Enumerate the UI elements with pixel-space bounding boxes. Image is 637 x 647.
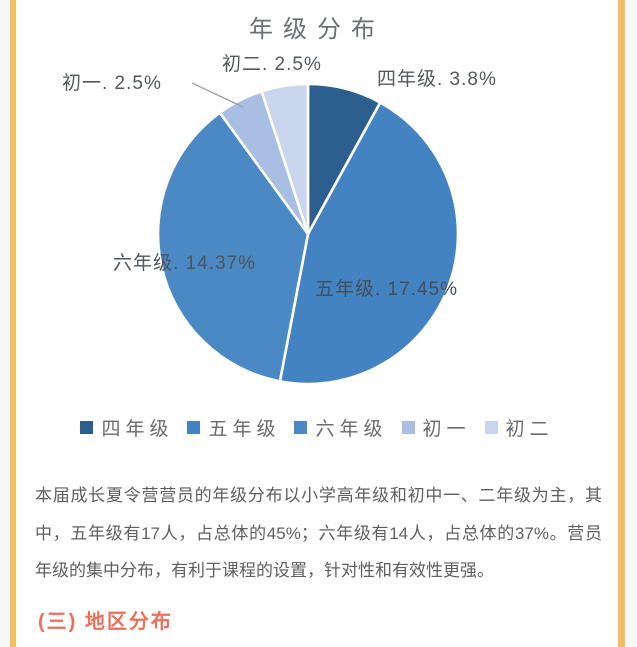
legend-swatch-icon (401, 421, 415, 434)
legend-swatch-icon (294, 421, 308, 434)
chart-legend: 四年级 五年级 六年级 初一 初二 (16, 414, 618, 441)
pie-label-grade4: 四年级. 3.8% (377, 69, 497, 90)
legend-item-初一: 初一 (401, 414, 471, 441)
legend-label: 初二 (505, 419, 554, 440)
pie-label-grade5: 五年级. 17.45% (315, 279, 458, 300)
legend-label: 六年级 (315, 419, 388, 440)
legend-label: 初一 (422, 419, 471, 440)
paragraph-line: 本届成长夏令营营员的年级分布以小学高年级和初中一、二年级为主，其 (35, 486, 602, 505)
pie-slice-初二 (260, 82, 310, 236)
legend-item-初二: 初二 (484, 414, 554, 441)
paragraph-line: 年级的集中分布，有利于课程的设置，针对性和有效性更强。 (35, 561, 494, 580)
pie-chart (156, 82, 460, 386)
legend-item-六年级: 六年级 (294, 414, 387, 441)
legend-label: 五年级 (208, 419, 281, 440)
legend-swatch-icon (80, 421, 94, 434)
article-card: 年级分布 初二. 2.5% 初一. 2.5% 四年级. 3.8% 六年级. 14… (10, 0, 625, 647)
pie-label-chuer: 初二. 2.5% (222, 54, 322, 75)
chart-title: 年级分布 (249, 16, 385, 43)
pie-label-grade6: 六年级. 14.37% (113, 253, 256, 274)
pie-slice-五年级 (278, 101, 460, 386)
section-heading: (三) 地区分布 (38, 611, 173, 633)
legend-item-四年级: 四年级 (80, 414, 173, 441)
legend-swatch-icon (187, 421, 201, 434)
leader-line-chuyi (191, 82, 244, 108)
body-paragraph: 本届成长夏令营营员的年级分布以小学高年级和初中一、二年级为主，其 中，五年级有1… (35, 477, 602, 590)
pie-label-chuyi: 初一. 2.5% (62, 73, 162, 94)
legend-item-五年级: 五年级 (187, 414, 280, 441)
paragraph-line: 中，五年级有17人，占总体的45%；六年级有14人，占总体的37%。营员 (35, 523, 602, 543)
legend-swatch-icon (484, 421, 498, 434)
legend-label: 四年级 (101, 419, 174, 440)
pie-slice-六年级 (156, 111, 310, 383)
